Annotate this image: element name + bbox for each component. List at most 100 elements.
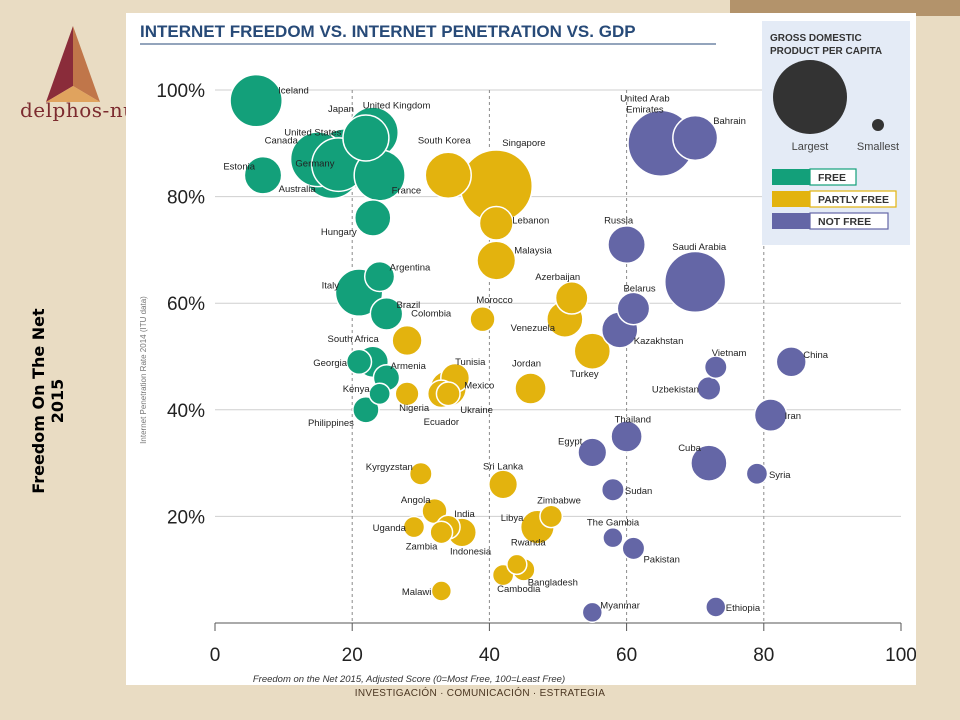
label-cambodia: Cambodia [497,584,541,595]
label-belarus: Belarus [623,284,655,295]
label-italy: Italy [322,281,340,292]
bubble-malaysia [476,240,517,281]
delphos-logo-icon [46,26,100,102]
bubble-pakistan [621,536,646,561]
y-tick-label: 100% [156,81,205,102]
bubble-egypt [577,437,608,468]
label-lebanon: Lebanon [512,215,549,226]
legend-swatch-box-0 [809,168,857,186]
legend-smallest-circle [872,119,884,131]
y-axis-label: Internet Penetration Rate 2014 (ITU data… [139,296,148,444]
legend-status-label-1: PARTLY FREE [818,194,889,206]
label-tunisia: Tunisia [455,357,486,368]
label-estonia: Estonia [223,161,255,172]
bubble-jordan [514,372,547,405]
bubble-kenya [368,382,391,406]
label-zambia: Zambia [406,541,438,552]
chart-panel: INTERNET FREEDOM VS. INTERNET PENETRATIO… [126,13,917,685]
label-nigeria: Nigeria [399,403,430,414]
label-united-kingdom: United Kingdom [363,101,431,112]
label-layer: Singapore United Arab Emirates United State… [223,86,828,614]
bubble-azerbaijan [554,280,589,315]
label-pakistan: Pakistan [643,554,679,565]
bubble-uzbekistan [696,375,722,402]
legend-largest-label: Largest [792,141,829,153]
label-line: Emirates [626,104,664,115]
bubble-saudi-arabia [664,250,727,314]
axes: 0 20 40 60 80 100 20% 40% 60% 80% 100% [156,81,916,666]
label-myanmar: Myanmar [600,600,640,611]
legend-status-label-2: NOT FREE [818,216,871,228]
bubble-uganda [402,515,426,539]
label-india: India [454,509,475,520]
bubble-zambia [429,520,454,545]
legend-smallest-label: Smallest [857,141,899,153]
legend-largest-circle [773,60,847,134]
bubble-thailand [610,420,643,453]
label-bangladesh: Bangladesh [528,578,578,589]
label-argentina: Argentina [390,263,431,274]
bubble-kyrgyzstan [408,461,433,486]
label-indonesia: Indonesia [450,546,492,557]
bubble-syria [745,462,769,486]
bubble-turkey [573,332,612,370]
label-ukraine: Ukraine [460,405,493,416]
legend-status-items: FREE PARTLY FREE NOT FREE [772,168,897,230]
label-morocco: Morocco [476,295,512,306]
label-libya: Libya [501,513,524,524]
bubble-myanmar [581,601,604,624]
legend: GROSS DOMESTIC PRODUCT PER CAPITA Larges… [762,21,910,245]
label-sudan: Sudan [625,486,652,497]
bubble-ukraine [435,381,461,407]
bubble-argentina [363,260,396,293]
legend-title-line-2: PRODUCT PER CAPITA [770,46,882,57]
x-tick-label: 100 [885,645,916,666]
chart-title: INTERNET FREEDOM VS. INTERNET PENETRATIO… [140,22,636,41]
x-axis-label: Freedom on the Net 2015, Adjusted Score … [253,674,565,685]
brand-name: delphos-nu [20,98,137,122]
bubble-south-korea [424,151,472,200]
label-south-africa: South Africa [328,334,380,345]
label-philippines: Philippines [308,418,354,429]
legend-swatch-box-2 [809,212,889,230]
label-line: United Arab [620,93,670,104]
label-colombia: Colombia [411,309,452,320]
label-uzbekistan: Uzbekistan [652,384,699,395]
label-united-arab-emirates: United Arab Emirates [620,93,670,115]
label-rwanda: Rwanda [511,537,547,548]
label-jordan: Jordan [512,358,541,369]
label-egypt: Egypt [558,436,583,447]
y-tick-label: 20% [167,507,205,528]
bubble-japan [342,114,390,162]
label-kyrgyzstan: Kyrgyzstan [366,462,413,473]
label-uganda: Uganda [373,523,407,534]
label-ecuador: Ecuador [424,417,459,428]
label-syria: Syria [769,470,791,481]
label-saudi-arabia: Saudi Arabia [672,242,727,253]
label-venezuela: Venezuela [511,323,556,334]
bubble-georgia [345,348,373,376]
x-tick-label: 80 [753,645,774,666]
label-russia: Russia [604,216,634,227]
label-canada: Canada [265,135,299,146]
legend-swatch-0 [772,169,810,185]
label-mexico: Mexico [464,380,494,391]
y-tick-label: 40% [167,401,205,422]
bubble-iceland [229,73,283,128]
bubble-malawi [430,580,453,602]
label-germany: Germany [295,159,334,170]
bubble-estonia [243,155,283,195]
bubble-rwanda [506,553,528,576]
legend-title: GROSS DOMESTIC PRODUCT PER CAPITA [770,33,882,57]
bubble-vietnam [703,355,728,380]
label-hungary: Hungary [321,227,357,238]
label-zimbabwe: Zimbabwe [537,495,581,506]
side-title: Freedom On The Net 2015 [29,308,67,494]
bubble-ethiopia [705,596,727,618]
label-cuba: Cuba [678,443,701,454]
bubble-layer [229,73,807,624]
label-kazakhstan: Kazakhstan [634,336,684,347]
x-tick-label: 60 [616,645,637,666]
bubble-philippines [352,395,380,424]
legend-status-label-0: FREE [818,172,846,184]
